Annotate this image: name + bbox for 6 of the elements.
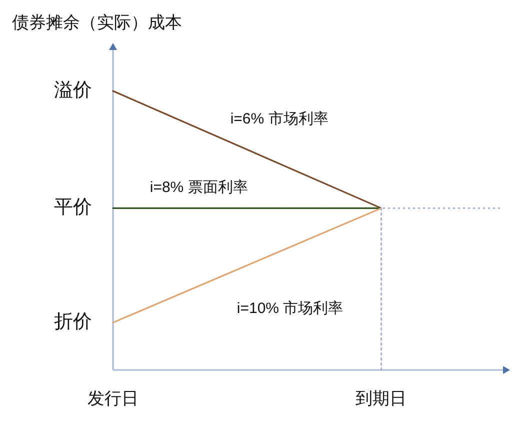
annotation: 溢价 — [54, 80, 92, 102]
x-category: 发行日 — [88, 389, 138, 408]
ylabel: 债券摊余（实际）成本 — [12, 13, 182, 32]
annotation: 折价 — [54, 312, 92, 333]
annotation: 平价 — [54, 197, 92, 218]
x-category: 到期日 — [356, 389, 407, 408]
